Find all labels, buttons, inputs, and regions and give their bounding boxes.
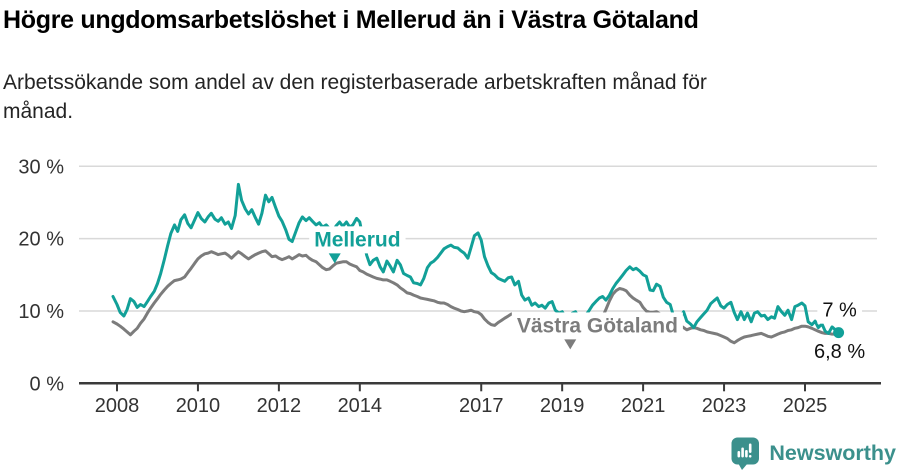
- end-value-label-mellerud: 7 %: [822, 300, 857, 322]
- label-halo: [309, 226, 406, 254]
- series-label-pointer-mellerud: [328, 253, 341, 264]
- series-label-mellerud: Mellerud: [314, 228, 400, 251]
- label-halo: [817, 297, 863, 324]
- x-axis-label: 2008: [95, 395, 140, 417]
- x-axis-label: 2019: [540, 395, 585, 417]
- x-axis-label: 2012: [257, 395, 302, 417]
- series-label-v-stra-g-taland: Västra Götaland: [517, 314, 678, 337]
- series-label-pointer-v-stra-g-taland: [564, 339, 577, 350]
- y-axis-label: 0 %: [30, 373, 65, 395]
- x-axis-label: 2017: [459, 395, 504, 417]
- logo-exclamation-icon: [749, 443, 752, 453]
- logo-bar-1: [737, 451, 741, 458]
- logo-exclamation-dot: [749, 455, 752, 458]
- subtitle-line-2: månad.: [3, 100, 74, 123]
- subtitle-line-1: Arbetssökande som andel av den registerb…: [3, 71, 707, 94]
- x-axis-label: 2014: [338, 395, 383, 417]
- y-axis-label: 10 %: [18, 301, 64, 323]
- chart-subtitle: Arbetssökande som andel av den registerb…: [3, 68, 863, 126]
- x-axis-label: 2010: [176, 395, 221, 417]
- y-axis-label: 30 %: [18, 156, 64, 178]
- series-line-v-stra-g-taland: [111, 249, 841, 345]
- unemployment-line-chart: 0 % 10 % 20 % 30 % 2008 2010 2012 2014 2017 2019 2…: [18, 156, 881, 417]
- brand-name: Newsworthy: [769, 441, 896, 465]
- x-axis-label: 2023: [702, 395, 747, 417]
- x-axis-label: 2025: [783, 395, 828, 417]
- end-dot-mellerud: [833, 327, 845, 339]
- newsworthy-logo: Newsworthy: [731, 437, 896, 470]
- y-axis-label: 20 %: [18, 229, 64, 251]
- logo-bar-3: [745, 450, 749, 458]
- series-line-mellerud: [111, 182, 841, 335]
- x-axis-label: 2021: [621, 395, 666, 417]
- label-halo: [809, 339, 871, 366]
- logo-bar-2: [741, 447, 745, 458]
- newsworthy-logo-icon: [731, 437, 760, 470]
- end-value-label-v-stra-g-taland: 6,8 %: [814, 341, 865, 363]
- label-halo: [511, 312, 683, 340]
- page-title: Högre ungdomsarbetslöshet i Mellerud än …: [3, 6, 699, 34]
